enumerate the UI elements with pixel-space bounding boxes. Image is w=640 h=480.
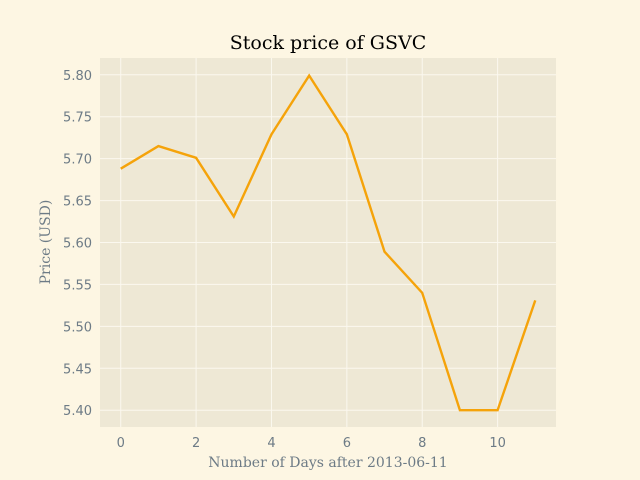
y-tick-label: 5.50 bbox=[63, 320, 92, 335]
tick-labels: 0 2 4 6 8 10 5.40 5.45 5.50 5.55 5.60 5.65 5.70 5.75 5… bbox=[63, 69, 506, 451]
x-axis-label: Number of Days after 2013-06-11 bbox=[208, 455, 447, 471]
y-tick-label: 5.45 bbox=[63, 362, 92, 377]
y-tick-label: 5.55 bbox=[63, 278, 92, 293]
y-tick-label: 5.40 bbox=[63, 404, 92, 419]
series-layer bbox=[120, 73, 537, 412]
y-tick-label: 5.65 bbox=[63, 195, 92, 210]
x-tick-label: 10 bbox=[489, 436, 506, 451]
x-tick-label: 4 bbox=[267, 436, 275, 451]
y-tick-label: 5.80 bbox=[63, 69, 92, 84]
x-tick-label: 2 bbox=[192, 436, 200, 451]
y-tick-label: 5.70 bbox=[63, 153, 92, 168]
y-axis-label: Price (USD) bbox=[38, 200, 54, 285]
y-tick-label: 5.75 bbox=[63, 111, 92, 126]
chart-title: Stock price of GSVC bbox=[230, 32, 427, 54]
y-tick-label: 5.60 bbox=[63, 237, 92, 252]
series-line bbox=[120, 73, 537, 412]
x-tick-label: 0 bbox=[117, 436, 125, 451]
x-tick-label: 8 bbox=[418, 436, 426, 451]
x-tick-label: 6 bbox=[343, 436, 351, 451]
